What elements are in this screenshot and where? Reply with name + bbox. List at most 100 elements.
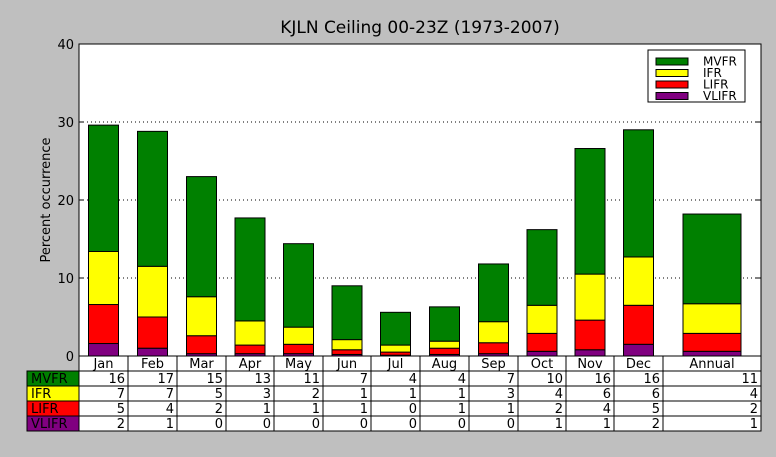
table-cell-value: 11: [741, 372, 758, 387]
bar-segment-ifr: [331, 339, 363, 351]
bar-segment-mvfr: [380, 311, 411, 346]
table-cell-value: 0: [458, 417, 466, 432]
legend-entry: IFR: [703, 66, 722, 80]
bar-segment-ifr: [88, 250, 119, 306]
table-cell-value: 2: [215, 402, 223, 417]
table-cell-value: 0: [312, 417, 320, 432]
table-cell-value: 1: [263, 402, 271, 417]
table-cell-value: 2: [555, 402, 563, 417]
category-label: Jul: [387, 357, 404, 372]
y-tick-label: 0: [66, 350, 74, 365]
bar-segment-lifr: [186, 335, 217, 355]
bar-segment-ifr: [137, 265, 168, 318]
table-cell-value: 4: [603, 402, 611, 417]
bar-segment-mvfr: [88, 124, 119, 252]
y-axis-label: Percent occurrence: [39, 137, 54, 262]
bar-segment-lifr: [331, 349, 363, 355]
table-cell-value: 3: [507, 387, 515, 402]
table-cell-value: 0: [409, 402, 417, 417]
legend-entry: VLIFR: [703, 89, 737, 103]
bar-segment-ifr: [186, 296, 217, 337]
table-cell-value: 1: [555, 417, 563, 432]
bar-segment-ifr: [380, 344, 411, 353]
y-tick-label: 10: [57, 272, 74, 287]
table-cell-value: 0: [409, 417, 417, 432]
table-cell-value: 4: [409, 372, 417, 387]
bar-segment-ifr: [574, 273, 606, 321]
table-cell-value: 5: [652, 402, 660, 417]
legend-entry: LIFR: [703, 78, 728, 92]
bar-segment-vlifr: [88, 343, 119, 357]
category-label: Apr: [239, 357, 262, 372]
table-cell-value: 0: [507, 417, 515, 432]
table-cell-value: 2: [750, 402, 758, 417]
table-cell-value: 17: [157, 372, 174, 387]
table-cell-value: 1: [750, 417, 758, 432]
table-cell-value: 1: [458, 387, 466, 402]
bar-segment-ifr: [623, 256, 654, 306]
table-cell-value: 3: [263, 387, 271, 402]
bar-segment-mvfr: [574, 148, 606, 275]
table-cell-value: 16: [594, 372, 611, 387]
bar-segment-lifr: [88, 304, 119, 345]
category-label: Sep: [481, 357, 506, 372]
table-cell-value: 7: [507, 372, 515, 387]
table-cell-value: 4: [555, 387, 563, 402]
table-cell-value: 1: [458, 402, 466, 417]
table-cell: [662, 415, 762, 432]
bar-segment-ifr: [478, 321, 509, 344]
table-cell-value: 6: [603, 387, 611, 402]
bar-segment-lifr: [526, 332, 558, 352]
legend-swatch: [655, 92, 689, 100]
table-cell-value: 2: [312, 387, 320, 402]
bar-segment-mvfr: [283, 243, 314, 328]
bar-segment-vlifr: [623, 343, 654, 357]
table-cell-value: 1: [507, 402, 515, 417]
category-label: Feb: [141, 357, 164, 372]
bar-segment-mvfr: [331, 285, 363, 341]
data-table: Jan Feb Mar Apr May Jun Jul Aug Sep Oct Nov Dec Annu…: [26, 355, 762, 432]
table-cell-value: 1: [360, 402, 368, 417]
bar-segment-lifr: [429, 347, 460, 355]
table-cell-value: 15: [206, 372, 223, 387]
table-cell-value: 10: [546, 372, 563, 387]
legend-entry: MVFR: [703, 55, 737, 69]
bar-segment-lifr: [623, 304, 654, 345]
table-cell-value: 1: [312, 402, 320, 417]
table-cell-value: 0: [263, 417, 271, 432]
table-cell-value: 13: [254, 372, 271, 387]
y-tick-label: 30: [57, 116, 74, 131]
bar-segment-vlifr: [137, 347, 168, 357]
category-label: Dec: [626, 357, 651, 372]
table-cell-value: 4: [458, 372, 466, 387]
bar-segment-ifr: [429, 340, 460, 349]
bar-segment-lifr: [137, 316, 168, 349]
bar-segment-vlifr: [682, 350, 742, 357]
table-cell-value: 2: [117, 417, 125, 432]
bar-segment-lifr: [682, 332, 742, 352]
category-label: Mar: [189, 357, 214, 372]
table-cell-value: 1: [166, 417, 174, 432]
table-cell-value: 1: [360, 387, 368, 402]
table-row-label: LIFR: [31, 402, 59, 417]
category-label: May: [285, 357, 312, 372]
table-cell: [662, 385, 762, 402]
table-cell-value: 2: [652, 417, 660, 432]
bar-segment-mvfr: [526, 229, 558, 306]
bar-segment-ifr: [526, 304, 558, 334]
table-cell-value: 4: [750, 387, 758, 402]
bar-segment-vlifr: [526, 350, 558, 357]
bar-segment-vlifr: [574, 349, 606, 357]
bar-segment-lifr: [283, 343, 314, 355]
table-cell-value: 7: [166, 387, 174, 402]
table-cell-value: 5: [215, 387, 223, 402]
bars: [88, 124, 742, 357]
category-label: Oct: [531, 357, 553, 372]
table-cell-value: 0: [360, 417, 368, 432]
table-cell-value: 0: [215, 417, 223, 432]
table-cell-value: 1: [409, 387, 417, 402]
category-label: Nov: [577, 357, 603, 372]
table-cell-value: 16: [643, 372, 660, 387]
